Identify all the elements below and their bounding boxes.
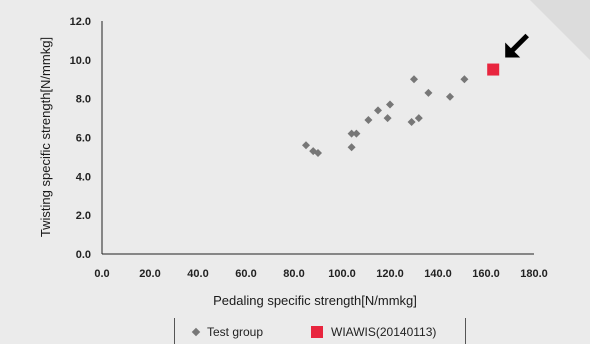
legend-label: Test group (207, 325, 264, 339)
test-group-point (352, 129, 361, 138)
annotations (505, 33, 529, 58)
arrow-shaft (509, 33, 529, 54)
test-group-point (374, 106, 382, 115)
test-group-point (446, 92, 454, 101)
x-tick-labels: 0.0 20.0 40.0 60.0 80.0 100.0 120.0 140.0 160.0 1… (94, 268, 547, 280)
legend-entry-test-group: Test group (191, 325, 264, 339)
test-group-point (424, 88, 433, 97)
arrow-icon (505, 42, 521, 58)
legend-diamond-marker (191, 327, 201, 337)
axes (101, 21, 534, 255)
x-tick-label: 100.0 (328, 268, 356, 280)
test-group-point (302, 141, 310, 150)
legend-label: WIAWIS(20140113) (331, 325, 437, 339)
x-tick-label: 160.0 (472, 268, 500, 280)
test-group-point (347, 129, 356, 138)
test-group-point (407, 117, 416, 126)
test-group-point (314, 149, 322, 158)
x-tick-label: 60.0 (235, 268, 256, 280)
test-group-point (460, 75, 469, 84)
data-points (302, 63, 500, 158)
y-tick-labels: 0.0 2.0 4.0 6.0 8.0 10.0 12.0 (70, 16, 91, 261)
legend-square-marker (311, 326, 323, 338)
y-tick-label: 0.0 (76, 249, 91, 261)
x-tick-label: 40.0 (187, 268, 208, 280)
y-tick-label: 6.0 (76, 133, 91, 145)
x-tick-label: 140.0 (424, 268, 452, 280)
x-tick-label: 180.0 (520, 268, 548, 280)
x-tick-label: 120.0 (376, 268, 404, 280)
x-axis-title: Pedaling specific strength[N/mmkg] (213, 293, 417, 308)
y-tick-label: 4.0 (76, 171, 91, 183)
test-group-point (383, 114, 392, 123)
y-tick-label: 12.0 (70, 16, 91, 28)
y-tick-label: 8.0 (76, 94, 91, 106)
test-group-point (410, 75, 418, 84)
y-tick-label: 10.0 (70, 55, 91, 67)
y-tick-label: 2.0 (76, 210, 91, 222)
legend-entry-wiawis: WIAWIS(20140113) (311, 325, 436, 339)
test-group-point (414, 114, 423, 123)
test-group-point (347, 143, 356, 152)
corner-shade (530, 0, 590, 60)
legend: Test group WIAWIS(20140113) (174, 318, 466, 344)
y-axis-title: Twisting specific strength[N/mmkg] (38, 37, 53, 237)
x-tick-label: 80.0 (283, 268, 304, 280)
wiawis-point (487, 63, 500, 76)
test-group-point (364, 116, 373, 125)
x-tick-label: 0.0 (94, 268, 109, 280)
x-tick-label: 20.0 (139, 268, 160, 280)
test-group-point (386, 100, 394, 109)
